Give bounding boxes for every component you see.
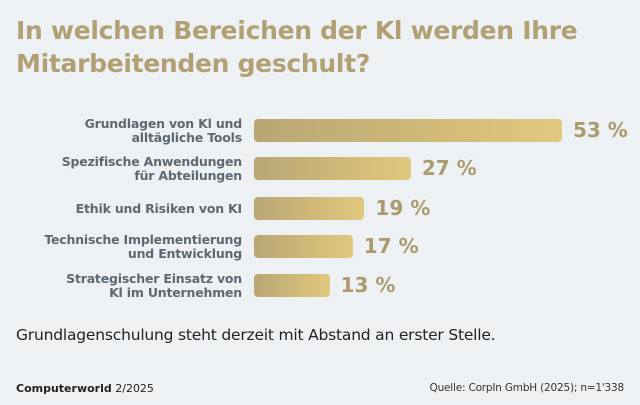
value-label: 19 % — [375, 196, 431, 220]
category-label: Technische Implementierung und Entwicklun… — [2, 233, 242, 261]
bar-chart: Grundlagen von Kl und alltägliche Tools 53… — [0, 110, 640, 310]
category-label-line: Spezifische Anwendungen — [61, 154, 242, 169]
category-label-line: Technische Implementierung — [44, 232, 242, 247]
bar — [254, 235, 353, 258]
category-label-line: Strategischer Einsatz von — [66, 271, 242, 286]
category-label: Grundlagen von Kl und alltägliche Tools — [2, 116, 243, 145]
publication-credit: Computerworld 2/2025 — [16, 382, 154, 395]
chart-caption: Grundlagenschulung steht derzeit mit Abs… — [16, 326, 496, 344]
value-label: 17 % — [363, 234, 419, 258]
category-label-line: Ethik und Risiken von KI — [75, 201, 243, 216]
value-label: 13 % — [340, 273, 396, 297]
publication-issue: 2/2025 — [115, 382, 154, 395]
bar-row: Spezifische Anwendungen für Abteilungen 27… — [0, 155, 640, 196]
category-label-line: alltägliche Tools — [131, 130, 243, 145]
value-label: 27 % — [421, 156, 477, 180]
source-note: Quelle: CorpIn GmbH (2025); n=1'338 — [429, 382, 625, 394]
category-label-line: Kl im Unternehmen — [109, 285, 242, 300]
chart-title-line-2: Mitarbeitenden geschult? — [16, 49, 371, 78]
category-label: Ethik und Risiken von KI — [2, 201, 243, 216]
bar-row: Ethik und Risiken von KI 19 % — [0, 196, 640, 236]
bar — [254, 157, 411, 180]
bar — [254, 197, 365, 220]
bar — [254, 274, 330, 297]
bar — [254, 119, 562, 142]
chart-title-line-1: In welchen Bereichen der Kl werden Ihre — [16, 16, 578, 45]
category-label-line: für Abteilungen — [134, 168, 242, 183]
category-label: Spezifische Anwendungen für Abteilungen — [2, 155, 242, 183]
category-label: Strategischer Einsatz von Kl im Unternehm… — [2, 272, 242, 300]
category-label-line: Grundlagen von Kl und — [84, 116, 243, 131]
category-label-line: und Entwicklung — [127, 246, 242, 261]
bar-row: Grundlagen von Kl und alltägliche Tools 53… — [0, 116, 640, 158]
value-label: 53 % — [573, 118, 628, 142]
publication-name: Computerworld — [16, 382, 112, 395]
bar-row: Technische Implementierung und Entwicklun… — [0, 233, 640, 274]
bar-row: Strategischer Einsatz von Kl im Unternehm… — [0, 272, 640, 313]
chart-title: In welchen Bereichen der Kl werden Ihre … — [16, 14, 626, 80]
